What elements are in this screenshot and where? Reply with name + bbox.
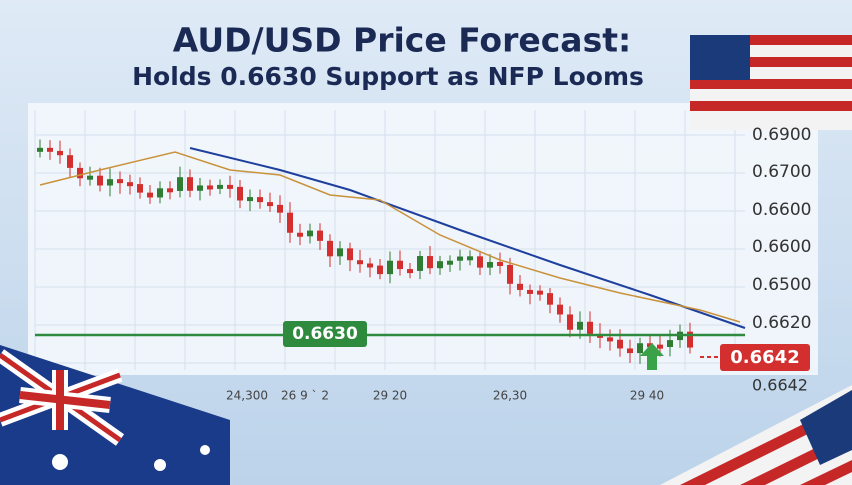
candles xyxy=(37,139,693,364)
candle xyxy=(57,150,63,156)
candle xyxy=(387,260,393,275)
candle xyxy=(357,260,363,265)
candle xyxy=(577,321,583,330)
us-flag xyxy=(690,35,852,130)
candle xyxy=(317,230,323,241)
candle xyxy=(97,175,103,186)
candle xyxy=(327,240,333,257)
candle xyxy=(527,289,533,294)
candle xyxy=(77,167,83,179)
candle xyxy=(617,339,623,349)
x-label: 29 20 xyxy=(373,389,407,403)
candle xyxy=(257,197,263,203)
candle xyxy=(127,182,133,187)
price-label: 0.6700 xyxy=(752,162,811,182)
us-flag xyxy=(660,385,852,485)
x-label: 24,300 xyxy=(226,389,268,403)
candle xyxy=(177,177,183,191)
subtitle: Holds 0.6630 Support as NFP Looms xyxy=(132,62,644,91)
candle xyxy=(687,331,693,348)
candle xyxy=(447,260,453,265)
candle xyxy=(607,337,613,342)
chart-panel xyxy=(28,103,818,375)
candle xyxy=(157,188,163,198)
candle xyxy=(137,184,143,193)
price-label: 0.6500 xyxy=(752,275,811,295)
candle xyxy=(437,261,443,269)
price-label: 0.6600 xyxy=(752,200,811,220)
candle xyxy=(187,177,193,191)
x-label: 26,30 xyxy=(493,389,527,403)
candle xyxy=(297,232,303,237)
title: AUD/USD Price Forecast: xyxy=(173,21,631,60)
candle xyxy=(547,293,553,305)
candle xyxy=(307,230,313,237)
candle xyxy=(497,262,503,267)
price-label: 0.6600 xyxy=(752,237,811,257)
candle xyxy=(197,185,203,191)
labels: 0.6900 0.6700 0.6600 0.6600 0.6500 0.6620 0.66… xyxy=(226,125,811,403)
candle xyxy=(367,263,373,268)
candle xyxy=(377,265,383,275)
candle xyxy=(667,340,673,347)
price-label: 0.6900 xyxy=(752,125,811,145)
x-label: 26 9 ` 2 xyxy=(281,389,329,403)
candle xyxy=(337,248,343,257)
candle xyxy=(407,269,413,274)
candle xyxy=(217,184,223,189)
candle xyxy=(207,185,213,190)
candle xyxy=(237,186,243,201)
candle xyxy=(277,204,283,213)
candle xyxy=(537,290,543,295)
candle xyxy=(567,314,573,330)
candle xyxy=(347,248,353,261)
candle xyxy=(517,283,523,290)
candle xyxy=(117,179,123,184)
trend-line xyxy=(189,147,746,329)
candle xyxy=(557,304,563,315)
candle xyxy=(397,260,403,270)
candle xyxy=(427,256,433,269)
candle xyxy=(487,262,493,268)
candle xyxy=(417,256,423,271)
current-price: 0.6642 xyxy=(730,347,799,368)
support-badge xyxy=(283,321,367,347)
candle xyxy=(87,175,93,180)
candle xyxy=(467,256,473,261)
candle xyxy=(47,147,53,152)
candle xyxy=(37,147,43,152)
price-label: 0.6620 xyxy=(752,313,811,333)
candle xyxy=(287,212,293,233)
up-arrow xyxy=(640,343,664,370)
support-label: 0.6630 xyxy=(292,324,358,344)
candle xyxy=(147,192,153,198)
price-label: 0.6642 xyxy=(752,376,808,395)
candle xyxy=(227,184,233,189)
candle xyxy=(627,348,633,354)
price-badge xyxy=(720,344,810,371)
candle xyxy=(657,344,663,349)
candle xyxy=(247,197,253,202)
candle xyxy=(107,179,113,186)
grid xyxy=(34,110,745,370)
candle xyxy=(457,256,463,261)
candle xyxy=(637,343,643,354)
candle xyxy=(587,321,593,334)
moving-average xyxy=(39,151,741,323)
x-label: 29 40 xyxy=(630,389,664,403)
candle xyxy=(267,202,273,207)
candle xyxy=(167,188,173,193)
candle xyxy=(477,256,483,268)
candle xyxy=(507,264,513,284)
au-flag xyxy=(0,345,230,485)
candle xyxy=(67,155,73,168)
